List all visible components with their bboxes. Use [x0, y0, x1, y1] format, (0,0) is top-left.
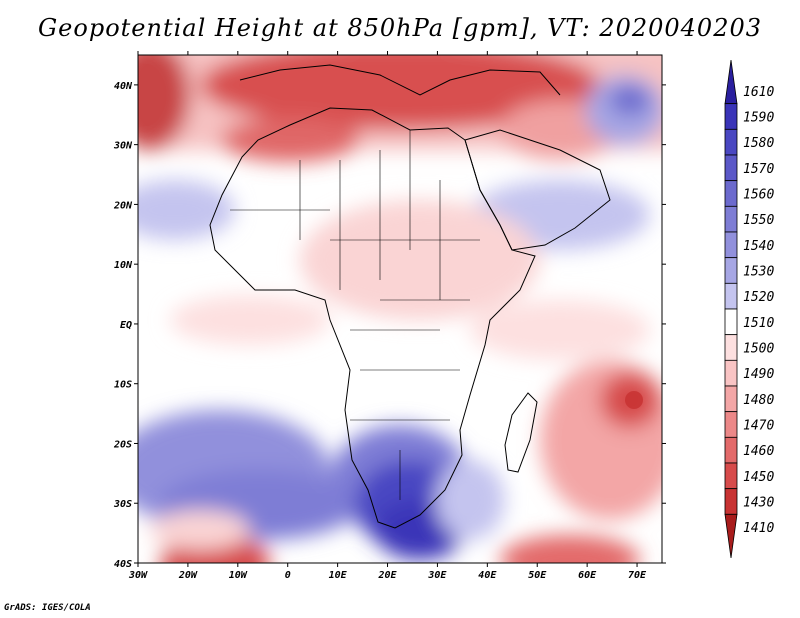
colorbar-swatch — [724, 513, 738, 559]
y-tick-label: 20S — [113, 439, 132, 450]
colorbar-swatch — [724, 436, 738, 464]
y-tick-label: 10N — [114, 260, 133, 271]
x-tick-label: 30E — [427, 570, 447, 581]
coastlines — [209, 64, 611, 529]
colorbar-label: 1490 — [743, 367, 774, 382]
colorbar: 1610 1590 1580 1570 1560 1550 1540 1530 1520 1510… — [724, 59, 774, 559]
colorbar-swatch — [724, 257, 738, 284]
y-tick-label: 40N — [114, 81, 133, 92]
x-tick-label: 60E — [578, 570, 597, 581]
x-tick-label: 40E — [478, 570, 497, 581]
colorbar-label: 1520 — [743, 290, 774, 305]
colorbar-swatch — [724, 308, 738, 336]
colorbar-label: 1460 — [743, 444, 774, 459]
colorbar-swatch — [724, 411, 738, 438]
colorbar-swatch — [724, 334, 738, 361]
x-tick-label: 10W — [229, 570, 248, 581]
madagascar-coastline — [504, 392, 538, 473]
map-frame — [137, 54, 663, 564]
colorbar-label: 1540 — [743, 239, 774, 254]
colorbar-label: 1430 — [743, 496, 774, 511]
x-tick-label: 0 — [285, 570, 291, 581]
x-tick-label: 20E — [377, 570, 397, 581]
y-tick-label: EQ — [120, 320, 132, 331]
colorbar-swatch — [724, 385, 738, 413]
colorbar-swatch — [724, 128, 738, 156]
colorbar-label: 1610 — [743, 85, 774, 100]
colorbar-label: 1410 — [743, 521, 774, 536]
y-tick-label: 40S — [114, 559, 132, 570]
credit-label: GrADS: IGES/COLA — [4, 603, 91, 613]
colorbar-swatch — [724, 462, 738, 490]
colorbar-label: 1510 — [743, 316, 774, 331]
colorbar-label: 1530 — [743, 265, 774, 280]
y-tick-label: 10S — [114, 380, 132, 391]
arabia-coastline — [464, 129, 611, 251]
country-borders — [230, 130, 480, 500]
colorbar-swatch — [724, 180, 738, 207]
colorbar-swatch — [724, 231, 738, 259]
colorbar-swatch — [724, 154, 738, 182]
colorbar-swatch — [724, 103, 738, 130]
x-tick-label: 10E — [329, 570, 348, 581]
africa-coastline — [209, 107, 536, 529]
colorbar-label: 1480 — [743, 393, 774, 408]
x-tick-label: 30W — [128, 570, 148, 581]
colorbar-swatch — [724, 488, 738, 515]
x-tick-label: 70E — [628, 570, 647, 581]
axis-ticks: 30W 20W 10W 0 10E 20E 30E 40E 50E 60E 70E 40N 30N 20N… — [113, 51, 666, 581]
colorbar-swatch — [724, 205, 738, 233]
colorbar-label: 1580 — [743, 136, 774, 151]
page-title: Geopotential Height at 850hPa [gpm], VT:… — [38, 14, 762, 42]
colorbar-label: 1450 — [743, 470, 774, 485]
colorbar-label: 1560 — [743, 188, 774, 203]
colorbar-swatch — [724, 282, 738, 310]
europe-coastline — [239, 64, 561, 96]
y-tick-label: 20N — [113, 200, 133, 211]
colorbar-label: 1590 — [743, 111, 774, 126]
x-tick-label: 50E — [528, 570, 547, 581]
colorbar-label: 1570 — [743, 162, 774, 177]
colorbar-swatch — [724, 59, 738, 105]
y-tick-label: 30S — [113, 499, 132, 510]
colorbar-swatch — [724, 359, 738, 387]
colorbar-label: 1550 — [743, 213, 774, 228]
y-tick-label: 30N — [113, 141, 133, 152]
colorbar-label: 1500 — [743, 342, 774, 357]
x-tick-label: 20W — [178, 570, 198, 581]
height-field — [138, 55, 662, 563]
colorbar-label: 1470 — [743, 419, 774, 434]
